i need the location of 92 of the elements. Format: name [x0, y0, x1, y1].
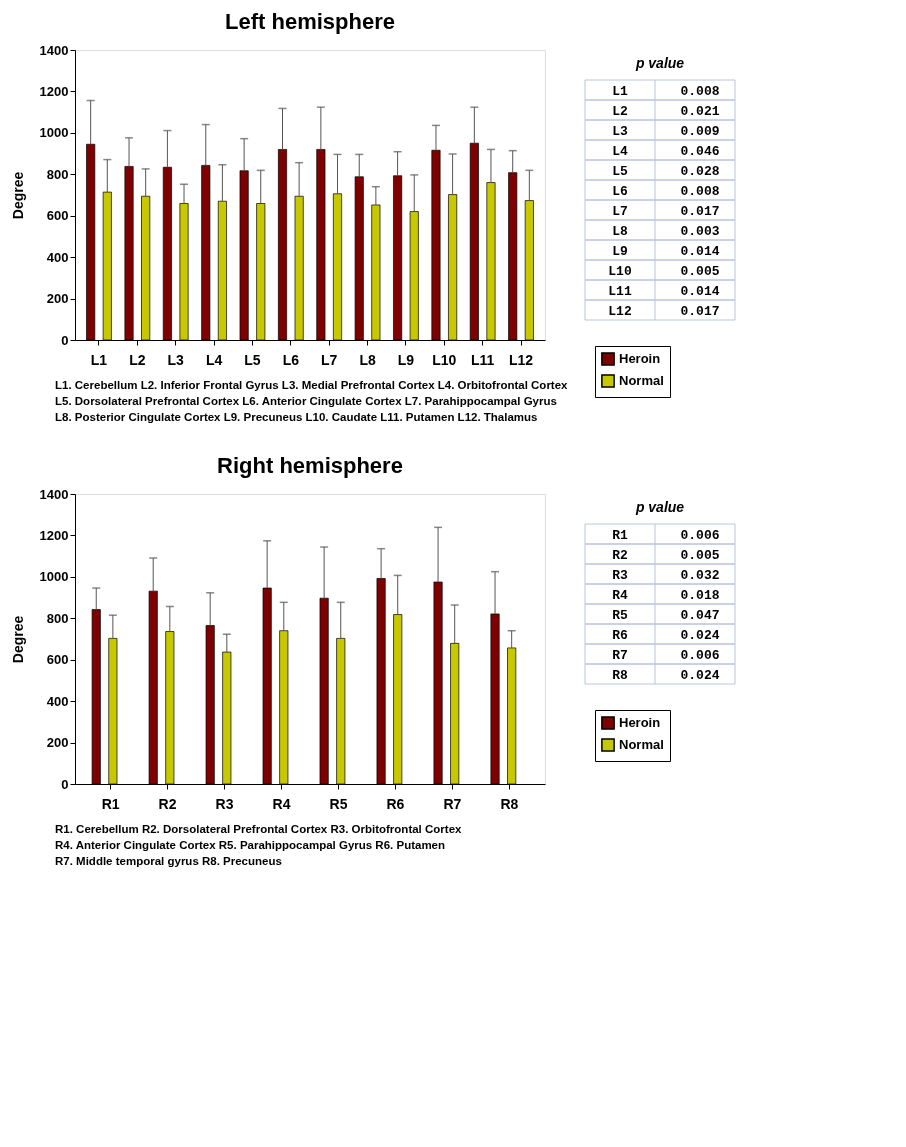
x-tick-label: R8: [500, 795, 519, 812]
y-tick-label: 200: [46, 291, 69, 307]
text: 0.014: [680, 284, 720, 299]
text: L2: [612, 104, 628, 119]
x-tick-label: R5: [329, 795, 348, 812]
x-tick-label: R4: [272, 795, 291, 812]
y-tick-label: 1200: [39, 527, 69, 543]
y-tick-label: 400: [46, 249, 69, 265]
x-tick-label: L2: [129, 351, 146, 368]
y-tick-label: 0: [61, 776, 69, 792]
text: L12: [608, 304, 632, 319]
y-tick-label: 400: [46, 693, 69, 709]
text: p value: [634, 55, 685, 71]
y-tick-label: 1400: [39, 42, 69, 58]
legend-label: Normal: [619, 373, 664, 388]
y-tick-label: 1200: [39, 83, 69, 99]
text: 0.024: [680, 668, 720, 683]
text: 0.008: [680, 184, 720, 199]
text: L3: [612, 124, 628, 139]
x-tick-label: R1: [101, 795, 120, 812]
text: 0.006: [680, 528, 720, 543]
y-tick-label: 0: [61, 332, 69, 348]
x-tick-label: R3: [215, 795, 234, 812]
text: R4. Anterior Cingulate Cortex R5. Parahippocampal Gyrus R6. Putamen: [55, 839, 446, 851]
text: 0.047: [680, 608, 720, 623]
x-tick-label: L9: [397, 351, 415, 368]
y-tick-label: 800: [46, 610, 69, 626]
text: R6: [612, 628, 628, 643]
x-tick-label: R6: [386, 795, 405, 812]
y-tick-label: 800: [46, 166, 69, 182]
text: L1: [612, 84, 628, 99]
text: L4: [612, 144, 628, 159]
text: L5. Dorsolateral Prefrontal Cortex L6. Anterior Cingulate Cortex L7. Parahippocampal Gyrus: [55, 395, 557, 407]
text: 0.028: [680, 164, 720, 179]
y-axis-title: Degree: [9, 615, 26, 664]
legend-label: Heroin: [619, 351, 661, 366]
text: p value: [634, 499, 685, 515]
y-tick-label: 200: [46, 735, 69, 751]
y-tick-label: 1000: [39, 125, 69, 141]
x-tick-label: L8: [359, 351, 376, 368]
chart-title: Left hemisphere: [225, 9, 395, 34]
y-tick-label: 600: [46, 208, 69, 224]
x-tick-label: L5: [244, 351, 261, 368]
text: R8: [612, 668, 628, 683]
text: L10: [608, 264, 632, 279]
y-tick-label: 1000: [39, 569, 69, 585]
text: 0.008: [680, 84, 720, 99]
text: R5: [612, 608, 628, 623]
x-tick-label: L6: [282, 351, 300, 368]
x-tick-label: L10: [432, 351, 457, 368]
text: R2: [612, 548, 628, 563]
text: R7: [612, 648, 628, 663]
text: 0.017: [680, 204, 720, 219]
y-tick-label: 600: [46, 652, 69, 668]
text: R4: [612, 588, 628, 603]
text: L9: [612, 244, 628, 259]
text: L11: [608, 284, 632, 299]
text: L8. Posterior Cingulate Cortex L9. Precuneus L10. Caudate L11. Putamen L12. Thalamus: [55, 411, 538, 423]
text: 0.006: [680, 648, 720, 663]
text: L8: [612, 224, 628, 239]
text: R3: [612, 568, 628, 583]
chart-title: Right hemisphere: [217, 453, 403, 478]
text: R7. Middle temporal gyrus R8. Precuneus: [55, 855, 282, 867]
text: 0.018: [680, 588, 720, 603]
x-tick-label: L4: [205, 351, 223, 368]
text: 0.021: [680, 104, 720, 119]
y-axis-title: Degree: [9, 171, 26, 220]
x-tick-label: L1: [90, 351, 108, 368]
y-tick-label: 1400: [39, 486, 69, 502]
text: 0.009: [680, 124, 720, 139]
text: L7: [612, 204, 628, 219]
text: 0.003: [680, 224, 720, 239]
text: 0.005: [680, 264, 720, 279]
text: 0.005: [680, 548, 720, 563]
x-tick-label: L12: [508, 351, 534, 368]
x-tick-label: L11: [470, 351, 495, 368]
legend-label: Heroin: [619, 715, 661, 730]
text: L5: [612, 164, 628, 179]
text: 0.032: [680, 568, 720, 583]
x-tick-label: L3: [167, 351, 185, 368]
text: R1: [612, 528, 628, 543]
text: 0.046: [680, 144, 720, 159]
x-tick-label: R2: [158, 795, 177, 812]
legend-label: Normal: [619, 737, 664, 752]
text: R1. Cerebellum R2. Dorsolateral Prefrontal Cortex R3. Orbitofrontal Cortex: [55, 823, 463, 835]
x-tick-label: L7: [321, 351, 338, 368]
text: 0.024: [680, 628, 720, 643]
text: L6: [612, 184, 628, 199]
x-tick-label: R7: [443, 795, 462, 812]
text: 0.017: [680, 304, 720, 319]
text: L1. Cerebellum L2. Inferior Frontal Gyrus L3. Medial Prefrontal Cortex L4. Orbitofrontal Cortex: [55, 379, 569, 391]
text: 0.014: [680, 244, 720, 259]
